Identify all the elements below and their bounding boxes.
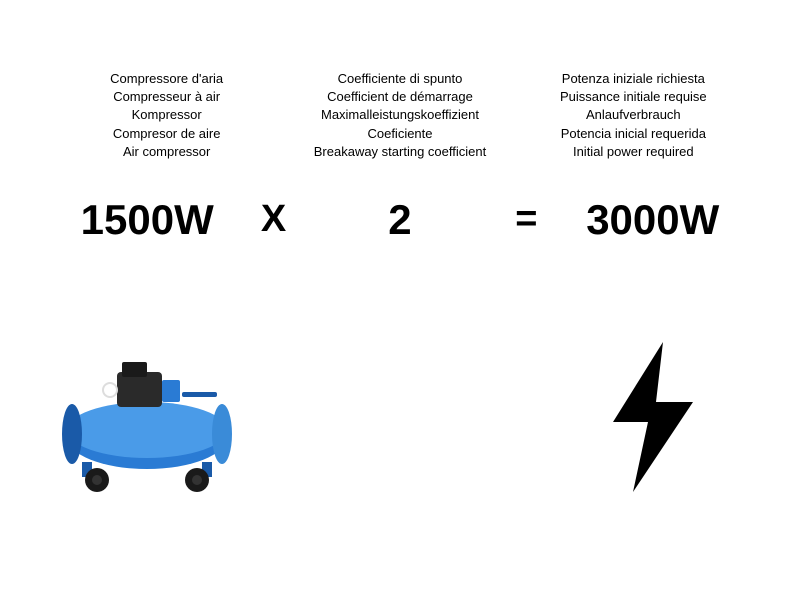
compressor-icon xyxy=(52,342,242,492)
middle-value: 2 xyxy=(303,196,497,244)
label-text: Coefficiente di spunto xyxy=(338,70,463,88)
images-row xyxy=(50,274,750,560)
label-text: Compresor de aire xyxy=(113,125,221,143)
label-text: Initial power required xyxy=(573,143,694,161)
label-text: Coeficiente xyxy=(367,125,432,143)
label-text: Compressore d'aria xyxy=(110,70,223,88)
label-text: Puissance initiale requise xyxy=(560,88,707,106)
label-text: Potenza iniziale richiesta xyxy=(562,70,705,88)
label-text: Compresseur à air xyxy=(113,88,220,106)
label-text: Breakaway starting coefficient xyxy=(314,143,486,161)
equation-row: 1500W X 2 = 3000W xyxy=(50,196,750,244)
right-labels: Potenza iniziale richiesta Puissance ini… xyxy=(517,70,750,161)
equals-operator: = xyxy=(497,198,555,241)
multiply-operator: X xyxy=(244,198,302,241)
lightning-icon xyxy=(598,337,708,497)
label-text: Maximalleistungskoeffizient xyxy=(321,106,479,124)
right-value: 3000W xyxy=(556,196,750,244)
label-text: Anlaufverbrauch xyxy=(586,106,681,124)
label-text: Kompressor xyxy=(132,106,202,124)
infographic-container: Compressore d'aria Compresseur à air Kom… xyxy=(50,70,750,560)
left-labels: Compressore d'aria Compresseur à air Kom… xyxy=(50,70,283,161)
lightning-image-col xyxy=(556,337,750,497)
label-text: Coefficient de démarrage xyxy=(327,88,473,106)
labels-row: Compressore d'aria Compresseur à air Kom… xyxy=(50,70,750,161)
label-text: Air compressor xyxy=(123,143,210,161)
compressor-image-col xyxy=(50,342,244,492)
middle-labels: Coefficiente di spunto Coefficient de dé… xyxy=(283,70,516,161)
label-text: Potencia inicial requerida xyxy=(561,125,706,143)
left-value: 1500W xyxy=(50,196,244,244)
